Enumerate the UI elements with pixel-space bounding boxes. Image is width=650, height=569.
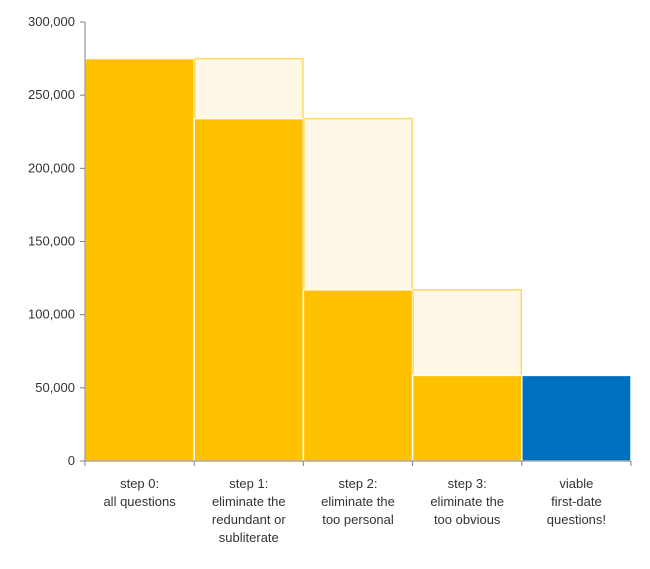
x-category-label: step 3: eliminate the too obvious: [430, 476, 504, 527]
bar-eliminated: [193, 57, 304, 120]
bar-final: [521, 374, 632, 462]
x-category-label: step 2: eliminate the too personal: [321, 476, 395, 527]
y-tick-label: 100,000: [28, 307, 75, 322]
bar-remaining: [411, 374, 523, 462]
x-category-label: step 0: all questions: [103, 476, 176, 509]
y-tick-label: 200,000: [28, 160, 75, 175]
bar-eliminated: [303, 117, 413, 291]
bars-group: [84, 57, 632, 462]
x-labels-group: step 0: all questions step 1: eliminate the…: [84, 461, 632, 545]
y-tick-label: 150,000: [28, 234, 75, 249]
bar-eliminated: [412, 289, 523, 377]
y-tick-label: 300,000: [28, 14, 75, 29]
bar-remaining: [84, 57, 195, 462]
bar-remaining: [302, 289, 414, 462]
y-tick-label: 250,000: [28, 87, 75, 102]
y-ticks-group: 0 50,000 100,000 150,000 200,000 250,000 300,0…: [28, 14, 85, 468]
bar-remaining: [193, 117, 305, 462]
y-tick-label: 0: [68, 453, 75, 468]
y-tick-label: 50,000: [35, 380, 75, 395]
x-category-label: step 1: eliminate the redundant or subliter…: [212, 476, 286, 545]
x-category-label: viable first-date questions!: [547, 476, 606, 527]
